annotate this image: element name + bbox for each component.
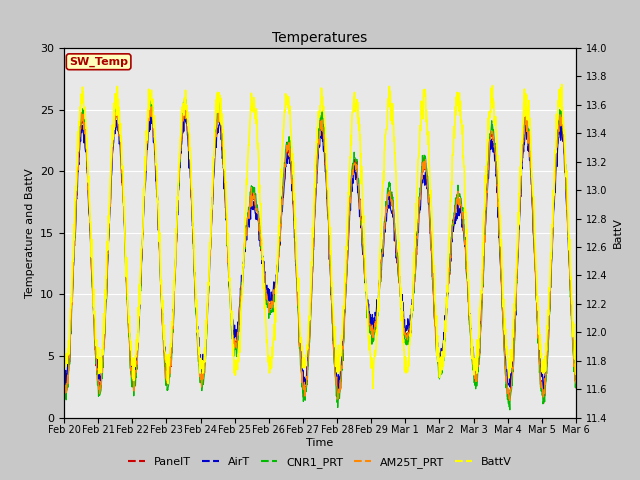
Y-axis label: Temperature and BattV: Temperature and BattV xyxy=(24,168,35,298)
Text: SW_Temp: SW_Temp xyxy=(69,57,128,67)
X-axis label: Time: Time xyxy=(307,438,333,448)
Y-axis label: BattV: BattV xyxy=(613,217,623,248)
Title: Temperatures: Temperatures xyxy=(273,32,367,46)
Legend: PanelT, AirT, CNR1_PRT, AM25T_PRT, BattV: PanelT, AirT, CNR1_PRT, AM25T_PRT, BattV xyxy=(124,452,516,472)
